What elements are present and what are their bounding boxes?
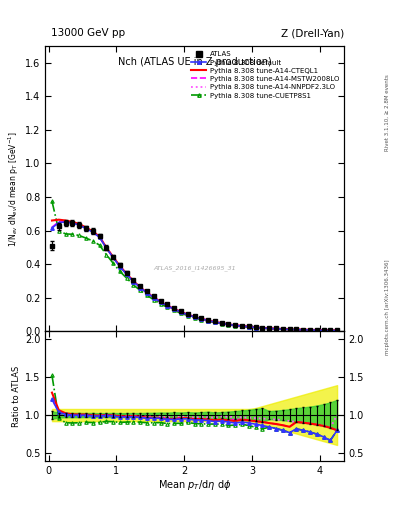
Text: mcplots.cern.ch [arXiv:1306.3436]: mcplots.cern.ch [arXiv:1306.3436] — [385, 260, 389, 355]
Y-axis label: 1/N$_{ev}$ dN$_{ev}$/d mean p$_T$ [GeV$^{-1}$]: 1/N$_{ev}$ dN$_{ev}$/d mean p$_T$ [GeV$^… — [6, 131, 21, 246]
Y-axis label: Ratio to ATLAS: Ratio to ATLAS — [12, 366, 21, 426]
Text: 13000 GeV pp: 13000 GeV pp — [51, 28, 125, 38]
X-axis label: Mean $p_T$/d$\eta$ d$\phi$: Mean $p_T$/d$\eta$ d$\phi$ — [158, 478, 231, 493]
Text: ATLAS_2016_I1426695_31: ATLAS_2016_I1426695_31 — [153, 266, 236, 271]
Text: Z (Drell-Yan): Z (Drell-Yan) — [281, 28, 344, 38]
Legend: ATLAS, Pythia 8.308 default, Pythia 8.308 tune-A14-CTEQL1, Pythia 8.308 tune-A14: ATLAS, Pythia 8.308 default, Pythia 8.30… — [189, 50, 340, 100]
Text: Nch (ATLAS UE in Z production): Nch (ATLAS UE in Z production) — [118, 57, 272, 68]
Text: Rivet 3.1.10, ≥ 2.8M events: Rivet 3.1.10, ≥ 2.8M events — [385, 74, 389, 151]
